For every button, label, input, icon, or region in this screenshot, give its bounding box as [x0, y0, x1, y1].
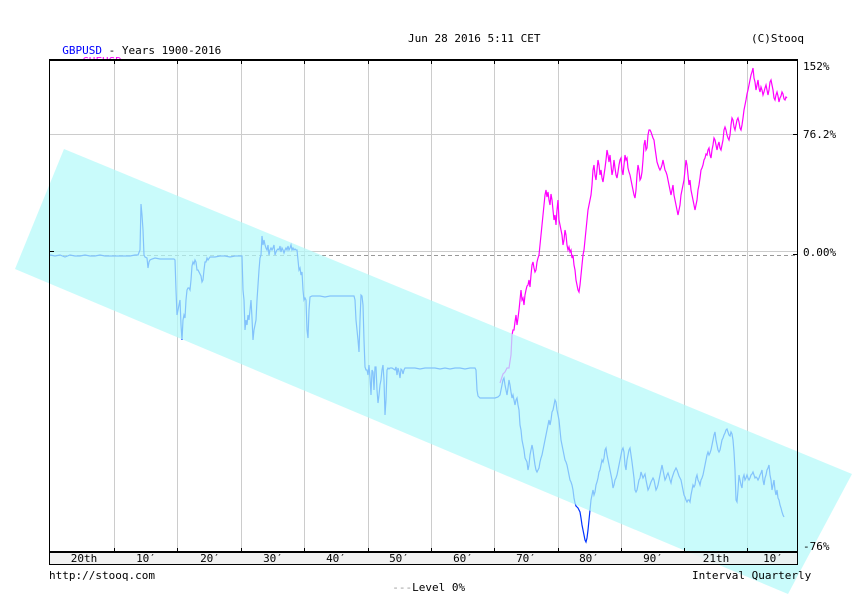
x-axis-band: [49, 552, 798, 565]
y-label-neg76: -76%: [803, 540, 830, 553]
x-label-1980: 80′: [579, 552, 599, 565]
interval-label: Interval Quarterly: [692, 569, 812, 582]
x-label-1910: 10′: [136, 552, 156, 565]
chart-title: GBPUSD - Years 1900-2016: [49, 33, 221, 57]
bottom-ticks: [114, 548, 748, 552]
chfusd-series: [499, 67, 788, 384]
year-range: - Years 1900-2016: [102, 44, 222, 57]
y-label-0: 0.00%: [803, 246, 837, 259]
source-link[interactable]: http://stooq.com: [49, 569, 155, 582]
x-label-1950: 50′: [389, 552, 409, 565]
dashed-line-icon: ---: [392, 581, 413, 594]
right-ticks: [793, 134, 798, 255]
x-label-1960: 60′: [453, 552, 473, 565]
copyright: (C)Stooq: [751, 32, 804, 45]
x-label-1940: 40′: [326, 552, 346, 565]
y-label-76: 76.2%: [803, 128, 837, 141]
primary-symbol[interactable]: GBPUSD: [62, 44, 102, 57]
plot-frame: [49, 60, 798, 552]
level-label: Level 0%: [412, 581, 466, 594]
trend-channel: [15, 149, 852, 594]
x-label-1990: 90′: [643, 552, 663, 565]
y-label-152: 152%: [803, 60, 830, 73]
x-label-2010: 10′: [763, 552, 783, 565]
chart-datetime: Jun 28 2016 5:11 CET: [408, 32, 541, 45]
x-label-1970: 70′: [516, 552, 536, 565]
top-ticks: [114, 60, 748, 64]
x-label-1920: 20′: [200, 552, 220, 565]
x-label-2000: 21th: [702, 552, 730, 565]
level-legend: ---Level 0%: [379, 570, 465, 594]
x-label-1930: 30′: [263, 552, 283, 565]
x-label-1900: 20th: [70, 552, 98, 565]
